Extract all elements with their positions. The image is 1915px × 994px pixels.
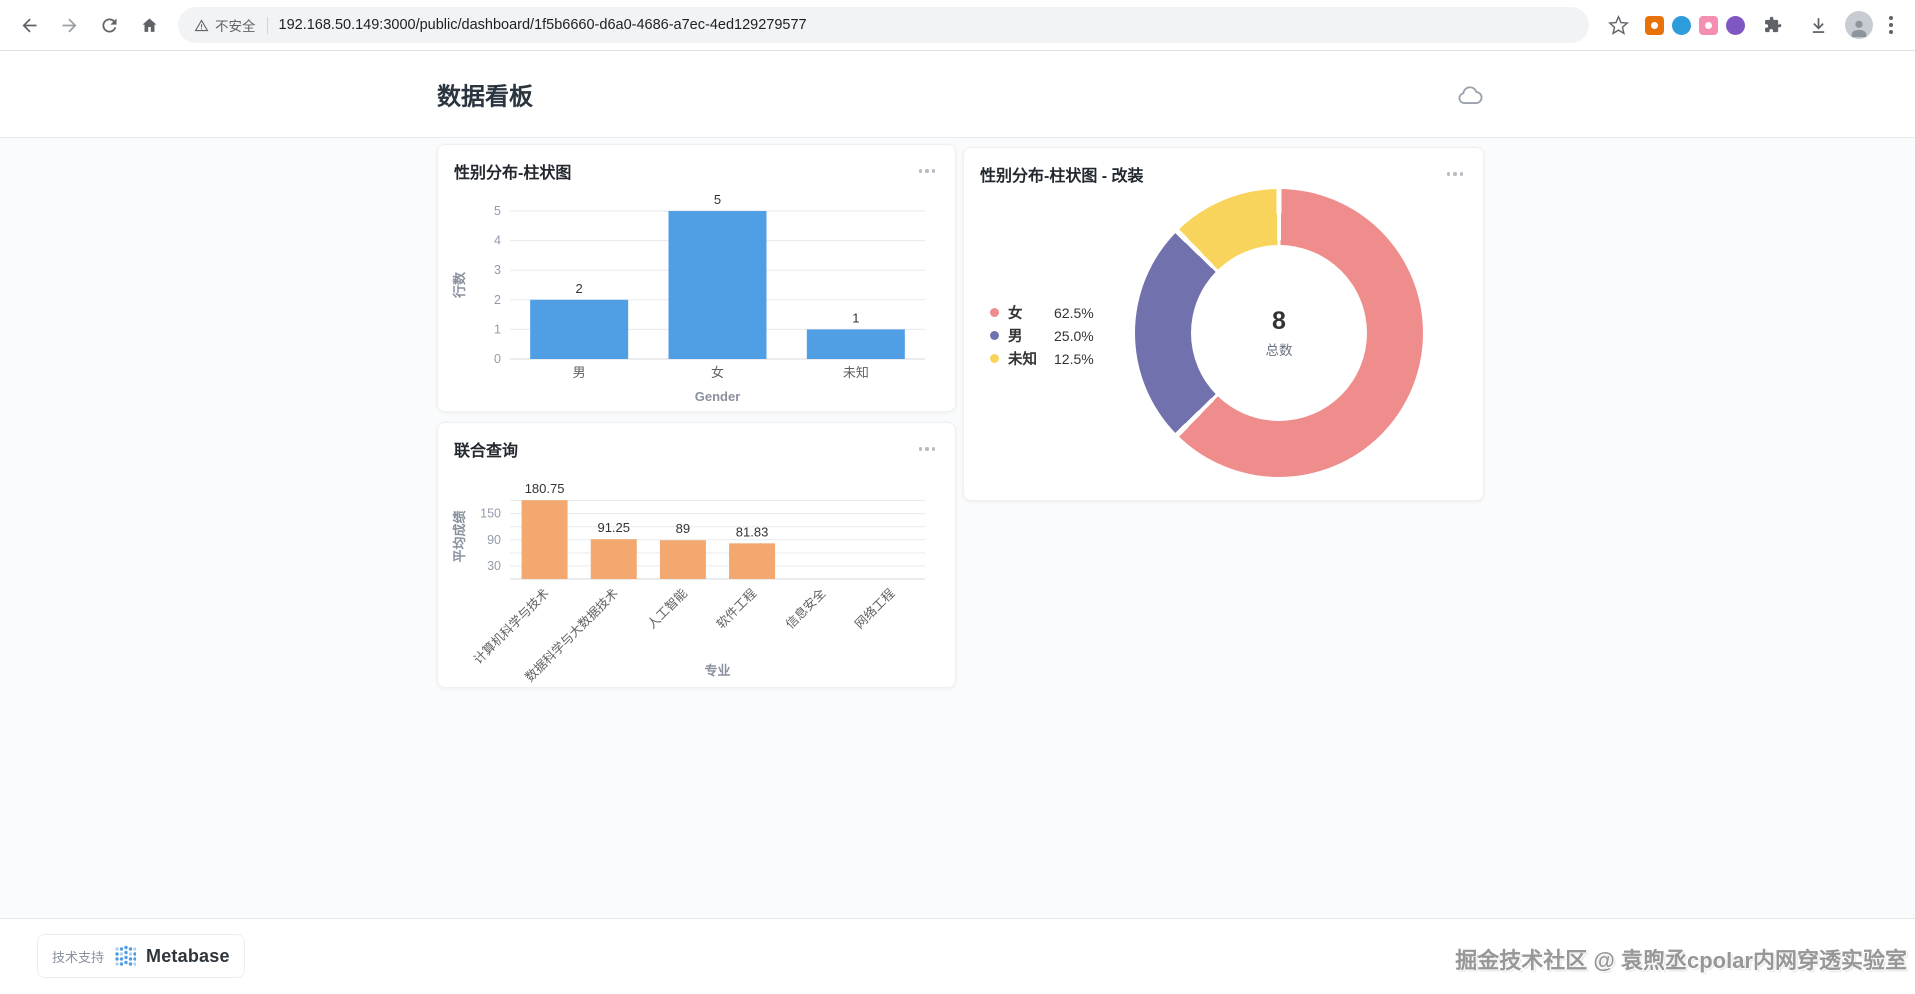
avatar[interactable]: [1845, 11, 1873, 39]
security-chip[interactable]: 不安全: [194, 15, 256, 35]
svg-text:1: 1: [494, 322, 501, 336]
svg-text:5: 5: [714, 192, 721, 207]
star-icon[interactable]: [1599, 6, 1637, 44]
svg-text:5: 5: [494, 204, 501, 218]
card-header: 联合查询: [438, 423, 955, 461]
card-header: 性别分布-柱状图: [438, 145, 955, 183]
ellipsis-menu-icon[interactable]: [915, 443, 940, 455]
svg-text:89: 89: [676, 521, 690, 536]
svg-text:3: 3: [494, 263, 501, 277]
extension-icon-orange[interactable]: [1645, 15, 1664, 35]
svg-text:2: 2: [576, 281, 583, 296]
page-title: 数据看板: [437, 83, 533, 111]
svg-text:81.83: 81.83: [736, 524, 769, 539]
svg-text:信息安全: 信息安全: [782, 585, 828, 631]
card-joint-query: 联合查询 30 90 150 180.75 计算机科学与技术 91.25 数据科学与大数据技…: [437, 422, 956, 688]
svg-text:150: 150: [480, 507, 501, 521]
svg-text:90: 90: [487, 533, 501, 547]
donut-ring[interactable]: 8 总数: [1135, 189, 1423, 477]
svg-text:1: 1: [852, 310, 859, 325]
svg-text:30: 30: [487, 559, 501, 573]
svg-text:女: 女: [711, 365, 724, 380]
legend-dot: [990, 308, 999, 317]
metabase-logo-icon: [115, 945, 137, 966]
legend-label: 女: [1008, 306, 1023, 322]
metabase-branding-link[interactable]: 技术支持 Metabase: [37, 934, 245, 978]
kebab-menu-icon[interactable]: [1881, 10, 1901, 40]
card-title-gender-bar[interactable]: 性别分布-柱状图: [454, 165, 572, 182]
extension-icon-pink[interactable]: [1699, 15, 1718, 35]
svg-text:人工智能: 人工智能: [644, 585, 690, 631]
legend-label: 男: [1008, 329, 1023, 345]
donut-center-value: 8: [1272, 307, 1286, 335]
home-icon[interactable]: [130, 6, 168, 44]
svg-text:Gender: Gender: [695, 389, 741, 404]
card-header: 性别分布-柱状图 - 改装: [964, 148, 1483, 186]
card-title-gender-donut[interactable]: 性别分布-柱状图 - 改装: [980, 168, 1144, 185]
svg-text:2: 2: [494, 293, 501, 307]
svg-text:网络工程: 网络工程: [852, 585, 898, 631]
legend-item[interactable]: 男 25.0%: [990, 324, 1094, 347]
donut-legend: 女 62.5% 男 25.0% 未知 12.5%: [990, 301, 1094, 370]
svg-text:未知: 未知: [843, 365, 869, 380]
legend-value: 12.5%: [1054, 350, 1094, 367]
metabase-wordmark: Metabase: [146, 945, 230, 966]
gender-bar-chart[interactable]: 0 1 2 3 4 5 2 男 5 女 1 未知 Gender 行数: [450, 191, 945, 419]
extension-icon-blue[interactable]: [1672, 15, 1691, 35]
joint-query-bar-chart[interactable]: 3090150180.75计算机科学与技术91.25数据科学与大数据技术89人工…: [450, 469, 945, 684]
svg-text:180.75: 180.75: [525, 481, 565, 496]
security-label: 不安全: [215, 19, 256, 34]
forward-icon[interactable]: [50, 6, 88, 44]
donut-center-label: 总数: [1265, 343, 1293, 358]
legend-item[interactable]: 未知 12.5%: [990, 347, 1094, 370]
address-bar[interactable]: 不安全 192.168.50.149:3000/public/dashboard…: [178, 7, 1589, 43]
warning-icon: [194, 18, 209, 31]
watermark-text: 掘金技术社区 @ 袁煦丞cpolar内网穿透实验室: [1455, 948, 1907, 973]
svg-text:软件工程: 软件工程: [713, 585, 759, 631]
dashboard-canvas: 性别分布-柱状图 0 1 2 3 4 5 2 男 5 女 1 未知 Gender 行数 联合查询 30 90…: [0, 138, 1915, 918]
svg-text:计算机科学与技术: 计算机科学与技术: [470, 585, 552, 667]
card-title-joint-query[interactable]: 联合查询: [454, 443, 519, 460]
dashboard-footer: 技术支持 Metabase 掘金技术社区 @ 袁煦丞cpolar内网穿透实验室: [0, 918, 1915, 994]
legend-value: 62.5%: [1054, 304, 1094, 321]
omnibox-divider: [266, 16, 268, 34]
donut-center: 8 总数: [1191, 245, 1367, 421]
legend-item[interactable]: 女 62.5%: [990, 301, 1094, 324]
svg-text:男: 男: [573, 365, 586, 380]
ellipsis-menu-icon[interactable]: [915, 165, 940, 177]
svg-text:0: 0: [494, 352, 501, 366]
reload-icon[interactable]: [90, 6, 128, 44]
ellipsis-menu-icon[interactable]: [1443, 168, 1468, 180]
legend-label: 未知: [1008, 352, 1037, 368]
download-icon[interactable]: [1799, 6, 1837, 44]
svg-text:平均成绩: 平均成绩: [452, 510, 467, 562]
dashboard-header: 数据看板: [0, 51, 1915, 138]
legend-value: 25.0%: [1054, 327, 1094, 344]
svg-text:4: 4: [494, 234, 501, 248]
card-gender-bar: 性别分布-柱状图 0 1 2 3 4 5 2 男 5 女 1 未知 Gender 行数: [437, 144, 956, 412]
toolbar-right-cluster: [1599, 6, 1905, 44]
legend-dot: [990, 354, 999, 363]
legend-dot: [990, 331, 999, 340]
url-text[interactable]: 192.168.50.149:3000/public/dashboard/1f5…: [278, 17, 807, 33]
back-icon[interactable]: [10, 6, 48, 44]
extension-icon-purple[interactable]: [1726, 15, 1745, 35]
extensions-puzzle-icon[interactable]: [1753, 6, 1791, 44]
svg-text:91.25: 91.25: [597, 520, 630, 535]
cloud-export-icon[interactable]: [1456, 83, 1486, 109]
support-label: 技术支持: [52, 949, 105, 965]
svg-text:行数: 行数: [452, 271, 467, 299]
card-gender-donut: 性别分布-柱状图 - 改装 女 62.5% 男 25.0% 未知 12.5%: [963, 147, 1484, 501]
browser-toolbar: 不安全 192.168.50.149:3000/public/dashboard…: [0, 0, 1915, 51]
svg-text:专业: 专业: [704, 663, 730, 678]
